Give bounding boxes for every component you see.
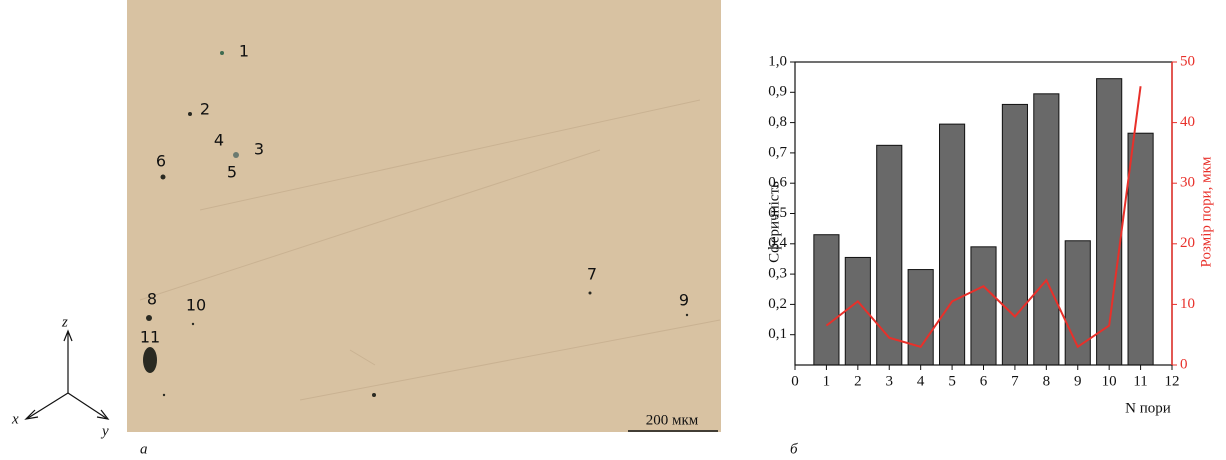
y-tick-label: 0,8 xyxy=(768,114,787,130)
y2-axis-title: Розмір пори, мкм xyxy=(1198,156,1214,267)
bar xyxy=(939,123,966,366)
pore-label: 5 xyxy=(227,163,237,182)
y2-tick-label: 40 xyxy=(1180,114,1195,130)
y-tick-label: 0,1 xyxy=(768,326,787,342)
bar xyxy=(876,144,903,366)
y-tick-label: 0,9 xyxy=(768,84,787,100)
panel-label: а xyxy=(140,441,148,457)
pore-label: 6 xyxy=(156,152,166,171)
axis-z: z xyxy=(61,314,68,330)
y2-tick-label: 10 xyxy=(1180,296,1195,312)
pore-label: 4 xyxy=(214,131,224,150)
bar xyxy=(813,234,840,366)
micrograph-scratches xyxy=(139,99,721,401)
x-tick-label: 7 xyxy=(1011,373,1019,389)
x-tick-label: 1 xyxy=(823,373,831,389)
bar xyxy=(970,246,997,366)
bar xyxy=(1033,93,1060,366)
y2-tick-label: 0 xyxy=(1180,356,1188,372)
x-tick-label: 4 xyxy=(917,373,925,389)
panel-label: б xyxy=(790,441,798,457)
x-tick-label: 11 xyxy=(1133,373,1147,389)
size-line xyxy=(825,86,1142,349)
x-tick-label: 8 xyxy=(1043,373,1051,389)
pore-label: 3 xyxy=(254,140,264,159)
x-tick-label: 9 xyxy=(1074,373,1082,389)
y-tick-label: 0,3 xyxy=(768,266,787,282)
bar xyxy=(1064,240,1091,366)
bar xyxy=(907,269,934,366)
pore-label: 11 xyxy=(140,328,160,347)
x-tick-label: 6 xyxy=(980,373,988,389)
y-axis-title: Сферичність xyxy=(766,181,782,263)
axis-y: y xyxy=(100,423,109,439)
pore-label: 2 xyxy=(200,100,210,119)
y-tick-label: 0,2 xyxy=(768,296,787,312)
coordinate-axes xyxy=(24,329,110,420)
axis-x: x xyxy=(11,411,19,427)
pore-dots xyxy=(143,51,689,397)
y-tick-label: 0,5 xyxy=(768,205,787,221)
bar xyxy=(1001,103,1028,366)
x-tick-label: 10 xyxy=(1102,373,1117,389)
x-tick-label: 3 xyxy=(886,373,894,389)
y-tick-label: 0,7 xyxy=(768,144,787,160)
pore-label: 9 xyxy=(679,291,689,310)
y-tick-label: 0,4 xyxy=(768,235,787,251)
x-tick-label: 12 xyxy=(1165,373,1180,389)
pore-label: 7 xyxy=(587,265,597,284)
y-tick-label: 0,6 xyxy=(768,175,787,191)
bar xyxy=(1127,132,1154,366)
x-tick-label: 2 xyxy=(854,373,862,389)
pore-label: 10 xyxy=(186,296,206,315)
y2-tick-label: 50 xyxy=(1180,53,1195,69)
pore-label: 1 xyxy=(239,42,249,61)
x-axis-title: N пори xyxy=(1125,400,1171,416)
scale-bar-label: 200 мкм xyxy=(646,412,699,428)
pore-label: 8 xyxy=(147,290,157,309)
x-tick-label: 0 xyxy=(791,373,799,389)
y2-tick-label: 30 xyxy=(1180,175,1195,191)
x-tick-label: 5 xyxy=(948,373,956,389)
y2-tick-label: 20 xyxy=(1180,235,1195,251)
micrograph xyxy=(127,0,721,432)
y-tick-label: 1,0 xyxy=(768,53,787,69)
